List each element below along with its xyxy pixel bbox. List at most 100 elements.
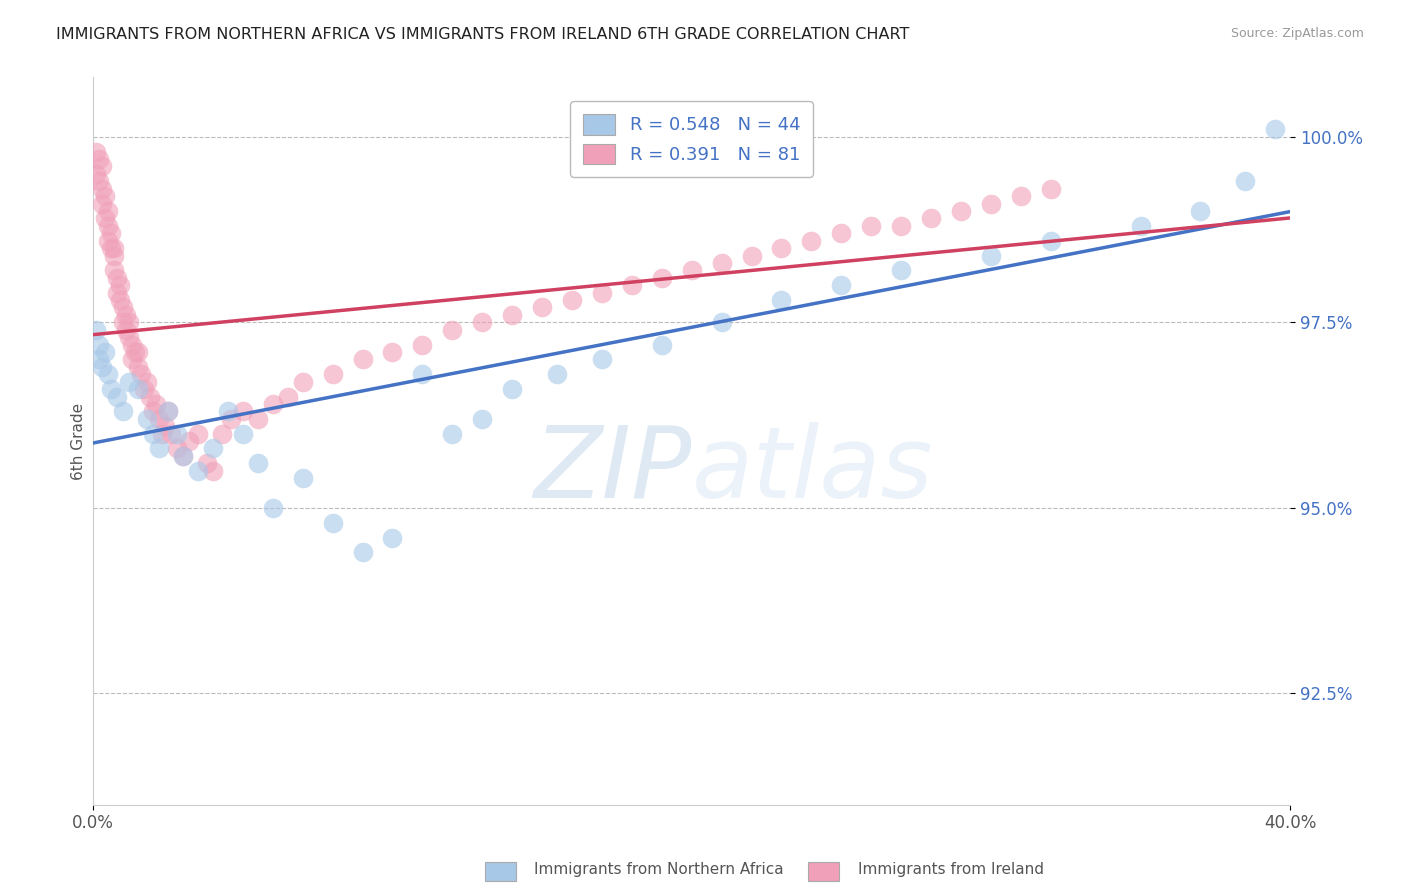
Point (112, 315, 135, 329)
Point (187, 464, 209, 478)
Point (84, 145, 107, 159)
Point (132, 382, 155, 396)
Point (219, 412, 242, 426)
Point (89, 352, 111, 367)
Point (136, 375, 159, 389)
Point (100, 227, 122, 241)
Point (172, 449, 194, 463)
Point (710, 256, 733, 270)
Y-axis label: 6th Grade: 6th Grade (72, 402, 86, 480)
Point (127, 359, 149, 374)
Point (322, 368, 344, 382)
Point (105, 285, 128, 300)
Point (84, 167, 107, 181)
Point (800, 234, 823, 248)
Point (139, 390, 162, 404)
Text: Source: ZipAtlas.com: Source: ZipAtlas.com (1230, 27, 1364, 40)
Point (118, 330, 141, 344)
Point (217, 404, 239, 418)
Point (471, 412, 494, 426)
Point (860, 219, 883, 233)
Point (291, 471, 314, 485)
Point (1189, 204, 1212, 219)
Point (352, 545, 374, 559)
Point (156, 404, 179, 418)
Point (441, 426, 464, 441)
Point (156, 404, 179, 418)
Point (187, 426, 209, 441)
Point (105, 390, 128, 404)
Point (166, 442, 188, 456)
Point (830, 227, 852, 241)
Point (97, 219, 120, 233)
Point (651, 270, 673, 285)
Point (546, 368, 568, 382)
Point (591, 285, 613, 300)
Point (441, 323, 464, 337)
Point (91, 196, 114, 211)
Point (166, 426, 188, 441)
Point (246, 412, 269, 426)
Point (148, 442, 170, 456)
Point (94, 345, 117, 359)
Point (97, 368, 120, 382)
Point (91, 359, 114, 374)
Point (232, 404, 254, 418)
Point (1234, 174, 1257, 188)
Point (108, 293, 131, 307)
Point (501, 382, 523, 396)
Point (94, 211, 117, 226)
Point (100, 382, 122, 396)
Point (160, 426, 183, 441)
Point (262, 500, 284, 515)
Point (949, 204, 972, 219)
Text: Immigrants from Northern Africa: Immigrants from Northern Africa (534, 863, 785, 877)
Point (136, 412, 159, 426)
Point (262, 397, 284, 411)
Point (103, 263, 125, 277)
Point (89, 337, 111, 351)
Point (920, 211, 942, 226)
Point (1129, 219, 1152, 233)
Point (381, 345, 404, 359)
Point (651, 337, 673, 351)
Point (121, 337, 143, 351)
Point (741, 248, 763, 262)
Point (89, 174, 111, 188)
Point (770, 241, 793, 255)
Point (195, 456, 218, 470)
Point (201, 464, 224, 478)
Point (591, 352, 613, 367)
Point (100, 241, 122, 255)
Point (127, 382, 149, 396)
Point (381, 531, 404, 545)
Point (770, 293, 793, 307)
Point (118, 315, 141, 329)
Point (91, 182, 114, 196)
Point (411, 337, 433, 351)
Point (277, 390, 299, 404)
Point (142, 404, 165, 418)
Point (118, 375, 141, 389)
Point (172, 449, 194, 463)
Point (103, 241, 125, 255)
Point (112, 301, 135, 315)
Point (980, 196, 1002, 211)
Point (291, 375, 314, 389)
Point (115, 308, 138, 322)
Point (112, 404, 135, 418)
Point (322, 516, 344, 530)
Point (97, 234, 120, 248)
Point (352, 352, 374, 367)
Point (153, 419, 176, 434)
Point (211, 426, 233, 441)
Point (1039, 234, 1062, 248)
Point (97, 204, 120, 219)
Legend: R = 0.548   N = 44, R = 0.391   N = 81: R = 0.548 N = 44, R = 0.391 N = 81 (571, 101, 813, 177)
Point (890, 263, 912, 277)
Point (91, 160, 114, 174)
Text: Immigrants from Ireland: Immigrants from Ireland (858, 863, 1043, 877)
Point (620, 278, 643, 293)
Point (89, 152, 111, 166)
Point (830, 278, 852, 293)
